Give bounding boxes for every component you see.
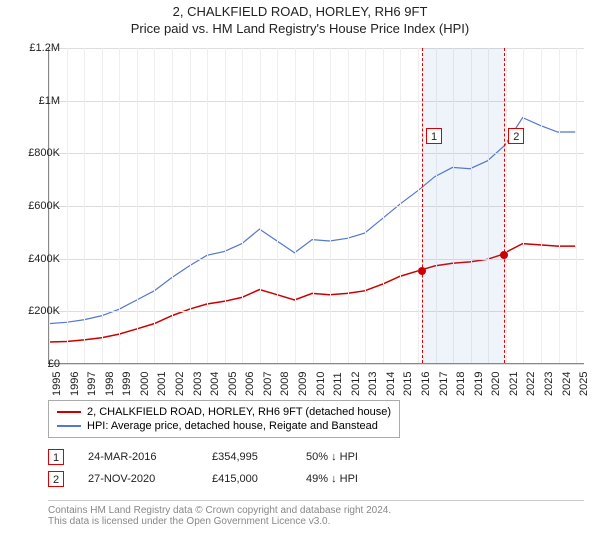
x-tick-label: 1999: [121, 372, 133, 396]
x-tick-label: 2005: [227, 372, 239, 396]
gridline-v: [330, 48, 331, 363]
x-tick-label: 2019: [473, 372, 485, 396]
gridline-v: [207, 48, 208, 363]
gridline-v: [119, 48, 120, 363]
x-tick-label: 1998: [104, 372, 116, 396]
marker-box-2: 2: [508, 128, 524, 144]
y-tick-label: £200K: [28, 305, 60, 317]
sales-marker-1: 1: [48, 449, 64, 465]
x-tick-label: 2021: [508, 372, 520, 396]
y-tick-label: £1.2M: [29, 42, 60, 54]
sales-row-2: 2 27-NOV-2020 £415,000 49% ↓ HPI: [48, 468, 406, 490]
x-tick-label: 2000: [139, 372, 151, 396]
gridline-v: [190, 48, 191, 363]
legend: 2, CHALKFIELD ROAD, HORLEY, RH6 9FT (det…: [48, 400, 400, 438]
gridline-v: [137, 48, 138, 363]
chart-title: 2, CHALKFIELD ROAD, HORLEY, RH6 9FT: [0, 4, 600, 19]
highlight-band: [422, 48, 504, 363]
x-tick-label: 1995: [51, 372, 63, 396]
marker-box-1: 1: [426, 128, 442, 144]
x-tick-label: 2013: [367, 372, 379, 396]
gridline-v: [313, 48, 314, 363]
x-tick-label: 2025: [578, 372, 590, 396]
y-tick-label: £0: [48, 358, 60, 370]
gridline-v: [348, 48, 349, 363]
legend-label-hpi: HPI: Average price, detached house, Reig…: [87, 420, 378, 432]
sales-date-1: 24-MAR-2016: [88, 451, 188, 463]
x-tick-label: 2007: [262, 372, 274, 396]
sales-table: 1 24-MAR-2016 £354,995 50% ↓ HPI 2 27-NO…: [48, 446, 406, 490]
marker-dot-2: [500, 251, 508, 259]
gridline-v: [523, 48, 524, 363]
sales-price-2: £415,000: [212, 473, 282, 485]
gridline-h: [49, 364, 584, 365]
marker-line-2: [504, 48, 505, 363]
gridline-v: [172, 48, 173, 363]
x-tick-label: 2015: [402, 372, 414, 396]
x-tick-label: 2010: [315, 372, 327, 396]
gridline-v: [506, 48, 507, 363]
gridline-v: [84, 48, 85, 363]
gridline-v: [154, 48, 155, 363]
gridline-v: [418, 48, 419, 363]
x-tick-label: 2003: [192, 372, 204, 396]
plot-area: 12: [48, 48, 584, 364]
gridline-v: [559, 48, 560, 363]
sales-price-1: £354,995: [212, 451, 282, 463]
gridline-v: [576, 48, 577, 363]
gridline-v: [383, 48, 384, 363]
gridline-v: [277, 48, 278, 363]
gridline-v: [67, 48, 68, 363]
sales-date-2: 27-NOV-2020: [88, 473, 188, 485]
x-tick-label: 2017: [438, 372, 450, 396]
legend-swatch-property: [57, 411, 81, 413]
x-tick-label: 2016: [420, 372, 432, 396]
x-tick-label: 2001: [156, 372, 168, 396]
gridline-v: [365, 48, 366, 363]
legend-label-property: 2, CHALKFIELD ROAD, HORLEY, RH6 9FT (det…: [87, 406, 391, 418]
title-block: 2, CHALKFIELD ROAD, HORLEY, RH6 9FT Pric…: [0, 0, 600, 38]
x-tick-label: 2004: [209, 372, 221, 396]
marker-line-1: [422, 48, 423, 363]
chart-subtitle: Price paid vs. HM Land Registry's House …: [0, 21, 600, 36]
x-tick-label: 2011: [332, 372, 344, 396]
y-tick-label: £400K: [28, 253, 60, 265]
gridline-v: [242, 48, 243, 363]
gridline-v: [295, 48, 296, 363]
x-tick-label: 2020: [490, 372, 502, 396]
gridline-v: [400, 48, 401, 363]
footer-line-1: Contains HM Land Registry data © Crown c…: [48, 505, 584, 516]
x-tick-label: 2012: [350, 372, 362, 396]
x-tick-label: 2008: [279, 372, 291, 396]
legend-swatch-hpi: [57, 425, 81, 427]
y-tick-label: £600K: [28, 200, 60, 212]
gridline-v: [102, 48, 103, 363]
sales-row-1: 1 24-MAR-2016 £354,995 50% ↓ HPI: [48, 446, 406, 468]
gridline-v: [260, 48, 261, 363]
chart-container: 2, CHALKFIELD ROAD, HORLEY, RH6 9FT Pric…: [0, 0, 600, 560]
x-tick-label: 1997: [86, 372, 98, 396]
legend-item-property: 2, CHALKFIELD ROAD, HORLEY, RH6 9FT (det…: [57, 405, 391, 419]
footer: Contains HM Land Registry data © Crown c…: [48, 500, 584, 527]
y-tick-label: £1M: [39, 95, 60, 107]
sales-relative-2: 49% ↓ HPI: [306, 473, 406, 485]
marker-dot-1: [418, 267, 426, 275]
x-tick-label: 2024: [561, 372, 573, 396]
gridline-v: [225, 48, 226, 363]
sales-marker-2: 2: [48, 471, 64, 487]
x-tick-label: 1996: [69, 372, 81, 396]
x-tick-label: 2002: [174, 372, 186, 396]
y-tick-label: £800K: [28, 147, 60, 159]
footer-line-2: This data is licensed under the Open Gov…: [48, 516, 584, 527]
x-tick-label: 2006: [244, 372, 256, 396]
x-tick-label: 2018: [455, 372, 467, 396]
x-tick-label: 2014: [385, 372, 397, 396]
gridline-v: [541, 48, 542, 363]
x-tick-label: 2009: [297, 372, 309, 396]
x-tick-label: 2023: [543, 372, 555, 396]
legend-item-hpi: HPI: Average price, detached house, Reig…: [57, 419, 391, 433]
x-tick-label: 2022: [525, 372, 537, 396]
sales-relative-1: 50% ↓ HPI: [306, 451, 406, 463]
